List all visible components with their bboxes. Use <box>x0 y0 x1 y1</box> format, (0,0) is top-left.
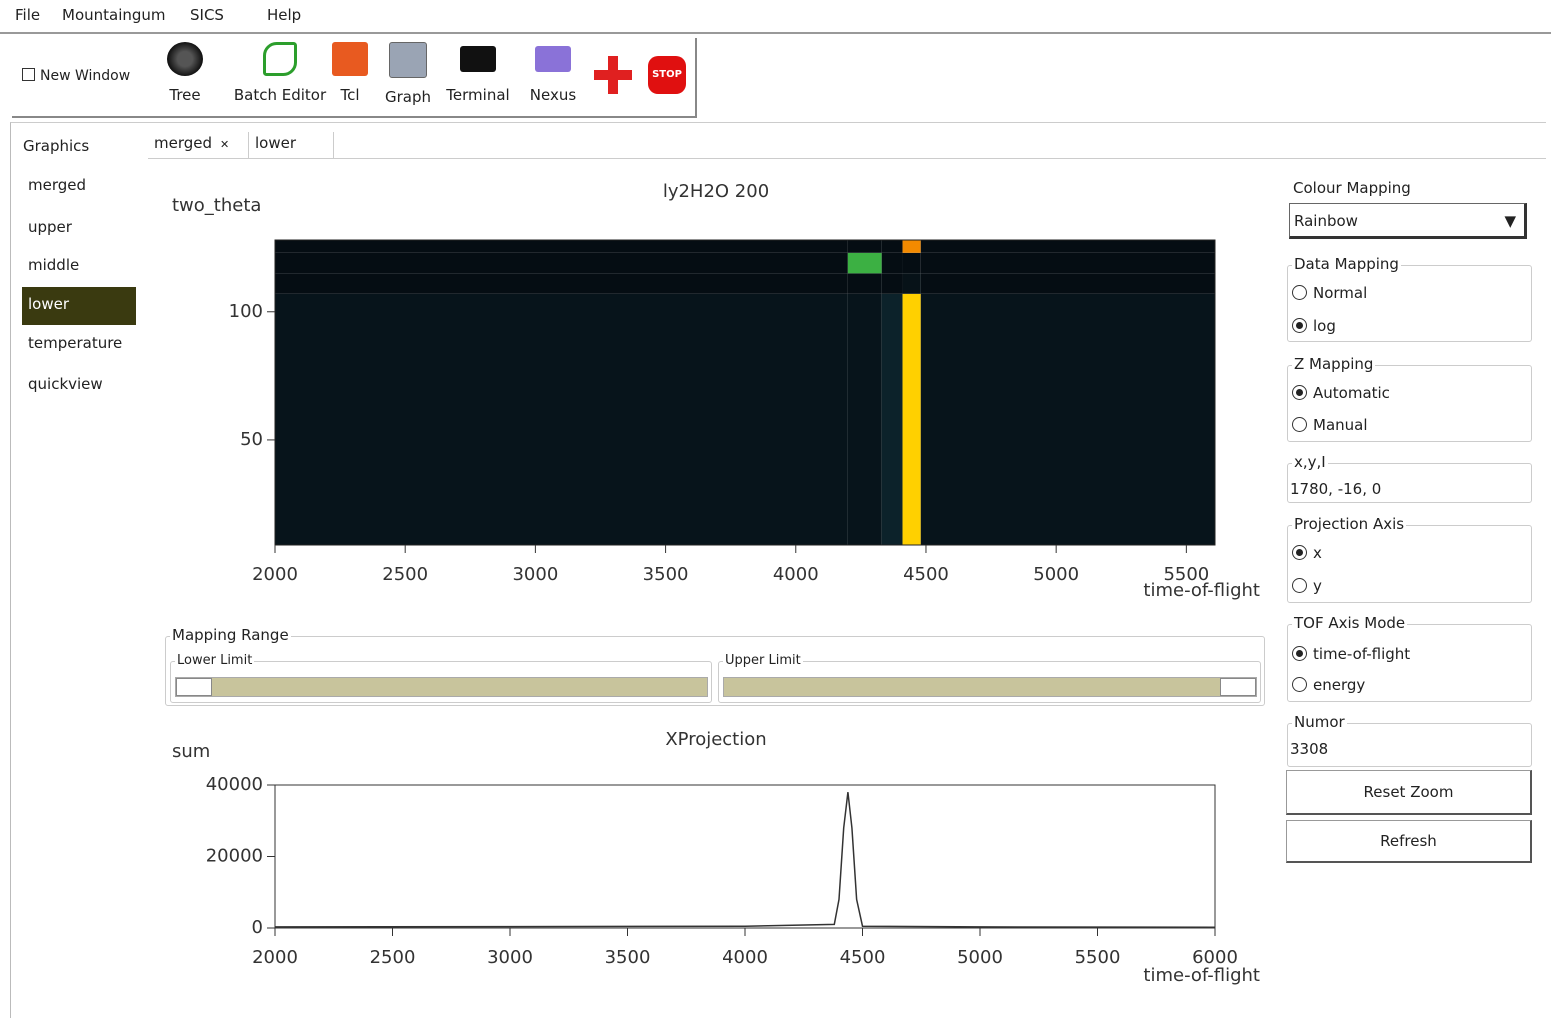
x-tick-label: 5500 <box>1075 947 1121 968</box>
group-title: Upper Limit <box>723 653 803 668</box>
y-tick-label: 50 <box>240 429 263 450</box>
heatmap-cell <box>275 294 848 545</box>
radio-label: log <box>1313 317 1336 335</box>
radio-label: Normal <box>1313 284 1367 302</box>
radio-label: y <box>1313 577 1322 595</box>
x-tick-label: 4500 <box>840 947 886 968</box>
group-title: Lower Limit <box>175 653 254 668</box>
app-window: {"menu": ["File", "Mountaingum", "SICS",… <box>0 0 1551 1021</box>
x-tick-label: 2500 <box>382 564 428 585</box>
heatmap-cell <box>882 253 903 274</box>
radio[interactable]: Manual <box>1292 416 1368 434</box>
z-mapping-group: Z Mapping Automatic Manual <box>1287 365 1532 442</box>
heatmap-cell <box>848 273 882 294</box>
chart-title: XProjection <box>665 729 766 750</box>
radio[interactable]: Automatic <box>1292 384 1390 402</box>
x-axis-label: time-of-flight <box>1143 965 1260 986</box>
heatmap-cell <box>882 240 903 253</box>
projection-axis-group: Projection Axis x y <box>1287 525 1532 603</box>
x-axis-label: time-of-flight <box>1143 580 1260 601</box>
y-tick-label: 40000 <box>206 774 263 795</box>
heatmap-cell <box>921 273 1215 294</box>
group-title: Projection Axis <box>1292 515 1406 533</box>
heatmap-cell <box>882 294 903 545</box>
colour-mapping-group: Colour Mapping Rainbow▼ <box>1287 190 1530 242</box>
combobox-value: Rainbow <box>1294 212 1358 230</box>
heatmap-cell <box>882 273 903 294</box>
plot-canvas: 2000 2500 3000 3500 4000 4500 5000 5500 50 100 ly2… <box>0 0 1551 1021</box>
radio[interactable]: y <box>1292 577 1322 595</box>
y-tick-label: 0 <box>252 917 263 938</box>
heatmap-cell <box>921 240 1215 253</box>
heatmap-cell <box>848 240 882 253</box>
upper-limit-group: Upper Limit <box>718 661 1261 703</box>
combobox[interactable]: Rainbow▼ <box>1289 203 1527 239</box>
radio[interactable]: x <box>1292 544 1322 562</box>
heatmap-cell <box>275 253 848 274</box>
data-line <box>275 792 1215 927</box>
radio-label: Automatic <box>1313 384 1390 402</box>
radio[interactable]: energy <box>1292 676 1365 694</box>
radio-label: time-of-flight <box>1313 645 1410 663</box>
x-tick-label: 2000 <box>252 564 298 585</box>
radio-label: Manual <box>1313 416 1368 434</box>
y-tick-label: 20000 <box>206 846 263 867</box>
x-tick-label: 4000 <box>722 947 768 968</box>
reset-zoom-button[interactable]: Reset Zoom <box>1286 770 1532 815</box>
x-tick-label: 3000 <box>487 947 533 968</box>
heatmap-cell <box>903 253 921 274</box>
heatmap-cell <box>921 253 1215 274</box>
heatmap-cell <box>903 273 921 294</box>
numor-value: 3308 <box>1290 740 1328 758</box>
numor-group: Numor 3308 <box>1287 723 1532 767</box>
y-axis-label: sum <box>172 741 210 762</box>
heatmap-cell <box>848 294 882 545</box>
group-title: Z Mapping <box>1292 355 1375 373</box>
x-tick-label: 4500 <box>903 564 949 585</box>
mapping-range-group: Mapping Range Lower Limit Upper Limit <box>165 636 1265 706</box>
group-title: Mapping Range <box>170 626 291 644</box>
x-tick-label: 3500 <box>643 564 689 585</box>
slider-handle[interactable] <box>1220 678 1256 696</box>
radio[interactable]: time-of-flight <box>1292 645 1410 663</box>
heatmap-cell <box>275 273 848 294</box>
radio-label: energy <box>1313 676 1365 694</box>
data-mapping-group: Data Mapping Normal log <box>1287 265 1532 342</box>
refresh-button[interactable]: Refresh <box>1286 820 1532 863</box>
radio[interactable]: log <box>1292 317 1336 335</box>
chart-title: ly2H2O 200 <box>663 181 769 202</box>
group-title: Numor <box>1292 713 1347 731</box>
x-tick-label: 2000 <box>252 947 298 968</box>
group-title: Colour Mapping <box>1291 179 1413 197</box>
group-title: TOF Axis Mode <box>1292 614 1407 632</box>
slider[interactable] <box>175 677 708 697</box>
heatmap-cell <box>921 294 1215 545</box>
heatmap-cell <box>275 240 848 253</box>
x-tick-label: 3000 <box>512 564 558 585</box>
radio-label: x <box>1313 544 1322 562</box>
plot-frame <box>275 785 1215 928</box>
x-tick-label: 2500 <box>370 947 416 968</box>
group-title: x,y,I <box>1292 453 1328 471</box>
radio[interactable]: Normal <box>1292 284 1367 302</box>
x-tick-label: 3500 <box>605 947 651 968</box>
heatmap-cell <box>848 253 882 274</box>
heatmap-cell <box>903 294 921 545</box>
xyi-group: x,y,I 1780, -16, 0 <box>1287 463 1532 503</box>
heatmap-cell <box>903 240 921 253</box>
x-tick-label: 4000 <box>773 564 819 585</box>
x-tick-label: 5000 <box>957 947 1003 968</box>
lower-limit-group: Lower Limit <box>170 661 712 703</box>
tof-axis-mode-group: TOF Axis Mode time-of-flight energy <box>1287 624 1532 702</box>
group-title: Data Mapping <box>1292 255 1401 273</box>
x-tick-label: 5000 <box>1033 564 1079 585</box>
slider-handle[interactable] <box>176 678 212 696</box>
y-tick-label: 100 <box>229 301 263 322</box>
y-axis-label: two_theta <box>172 195 261 216</box>
slider[interactable] <box>723 677 1257 697</box>
xyi-value: 1780, -16, 0 <box>1290 480 1381 498</box>
